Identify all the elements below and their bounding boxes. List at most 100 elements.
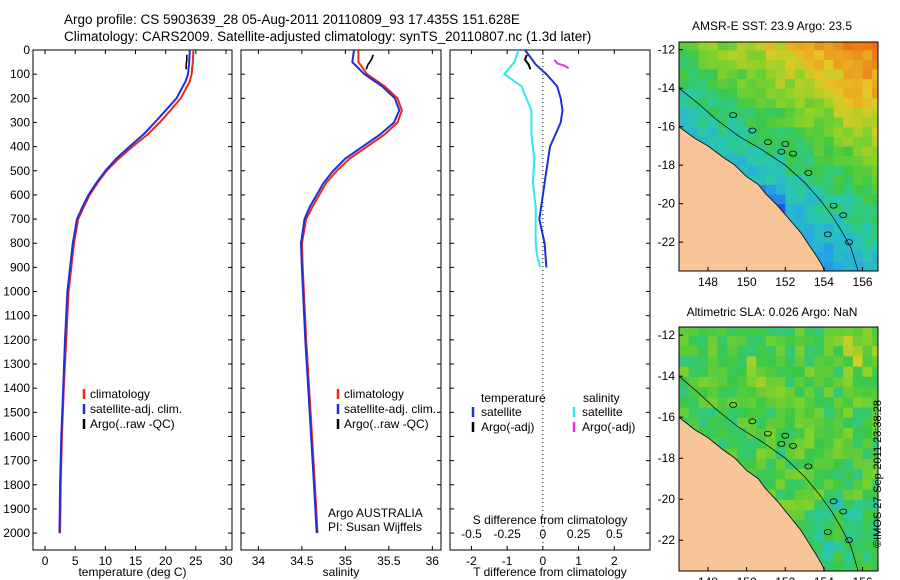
map-cell [688,88,699,99]
map-cell [765,335,777,347]
map-cell [852,530,864,541]
map-cell [852,107,864,118]
map-cell [698,386,709,398]
map-cell [872,117,878,128]
map-cell [843,222,854,234]
map-cell [794,213,806,224]
map-cell [794,489,806,500]
map-cell [756,145,767,157]
map-cell [717,335,728,347]
map-cell [794,59,806,70]
map-cell [794,437,806,449]
map-cell [804,88,815,99]
map-cell [862,509,873,521]
map-cell [843,242,854,253]
map-cell [814,213,825,224]
map-cell [862,117,873,128]
xtick-label-temperature: 5 [72,554,79,568]
map-cell [679,376,690,388]
map-cell [843,155,854,166]
map-cell [765,155,777,166]
map-cell [852,540,864,552]
map-cell [708,117,719,128]
map-cell [785,68,796,80]
map-cell [804,126,815,137]
map-cell [746,417,757,429]
map-cell [852,126,864,137]
map-cell [823,126,835,137]
map-cell [852,519,864,531]
map-cell [737,437,748,449]
map-cell [727,448,738,459]
map-cell [804,499,815,511]
map-cell [775,407,786,418]
map-cell [872,417,878,429]
map-cell [862,126,873,137]
map-cell [814,355,825,367]
map-cell [862,222,873,234]
map-cell [872,437,878,449]
map-cell [727,327,738,336]
map-cell [708,417,719,429]
map-cell [872,194,878,205]
map-cell [679,107,690,118]
map-cell [746,458,757,470]
map-field-sla_map [679,327,878,571]
map-cell [862,345,873,357]
map-cell [823,376,835,388]
xlabel-salinity: salinity [323,565,360,579]
map-cell [823,232,835,243]
ytick-label: 0 [23,43,30,57]
map-cell [833,335,844,347]
map-cell [794,427,806,439]
map-xtick-label: 156 [853,275,873,289]
map-cell [765,458,777,470]
map-cell [727,88,738,99]
map-cell [852,509,864,521]
map-cell [872,203,878,214]
map-cell [708,126,719,137]
map-cell [775,174,786,185]
map-cell [717,396,728,408]
map-cell [756,327,767,336]
map-cell [794,335,806,347]
map-cell [814,417,825,429]
map-cell [823,437,835,449]
map-cell [698,126,709,137]
map-cell [833,117,844,128]
map-cell [833,345,844,357]
map-cell [804,213,815,224]
map-cell [737,335,748,347]
xlabel-temperature: temperature (deg C) [78,565,186,579]
map-cell [688,396,699,408]
map-cell [688,78,699,89]
ytick-label: 1900 [3,502,30,516]
map-cell [737,366,748,377]
map-cell [746,396,757,408]
map-cell [852,59,864,70]
map-cell [814,88,825,99]
map-cell [765,448,777,459]
map-cell [872,126,878,137]
reef-outline [839,508,848,515]
map-cell [843,355,854,367]
map-cell [765,78,777,89]
map-cell [814,155,825,166]
map-cell [717,117,728,128]
map-cell [872,232,878,243]
map-cell [872,107,878,118]
map-cell [862,478,873,490]
map-cell [698,78,709,89]
map-cell [833,499,844,511]
map-cell [843,68,854,80]
map-cell [794,222,806,234]
xtick-label-temperature: 25 [189,554,203,568]
map-cell [765,478,777,490]
map-cell [785,458,796,470]
map-cell [698,335,709,347]
map-cell [872,165,878,176]
map-cell [775,78,786,89]
map-cell [688,107,699,118]
map-cell [746,42,757,51]
map-cell [679,386,690,398]
